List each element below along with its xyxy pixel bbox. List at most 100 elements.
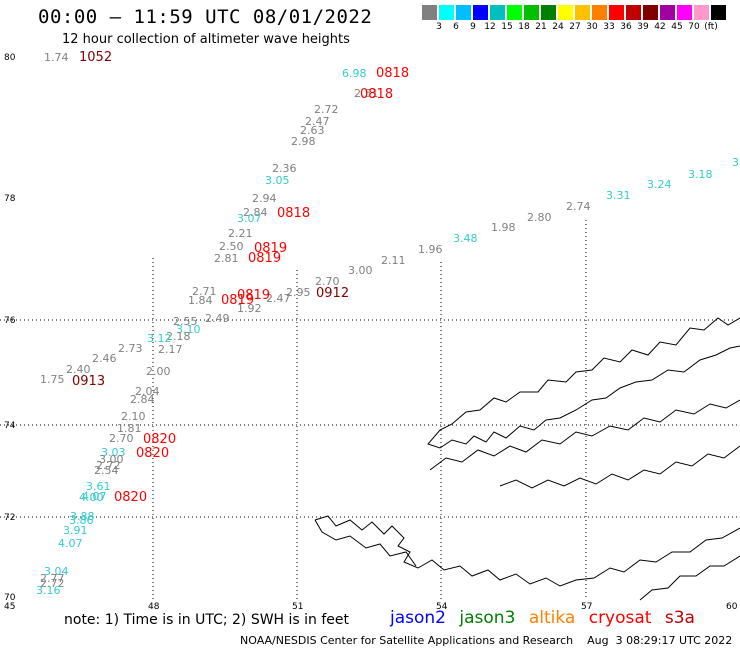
scale-label: 18 xyxy=(518,22,530,32)
map-title: 00:00 – 11:59 UTC 08/01/2022 xyxy=(38,6,373,28)
swh-value: 3 xyxy=(732,156,739,169)
swh-value: 2.73 xyxy=(118,342,143,355)
graticule xyxy=(0,220,740,600)
scale-label: 33 xyxy=(603,22,615,32)
pass-time: 0820 xyxy=(136,446,169,461)
legend-s3a: s3a xyxy=(664,608,695,628)
swh-value: 2.47 xyxy=(305,115,330,128)
swh-value: 2.70 xyxy=(109,432,134,445)
swh-value: 3.48 xyxy=(453,232,478,245)
scale-label: 24 xyxy=(552,22,564,32)
scale-label: 12 xyxy=(484,22,496,32)
scale-label: 9 xyxy=(470,22,476,32)
scale-label: 3 xyxy=(436,22,442,32)
swh-value: 2.18 xyxy=(166,330,191,343)
coastline-inlet xyxy=(499,445,740,489)
lon-label: 51 xyxy=(292,602,303,612)
legend-altika: altika xyxy=(528,608,576,628)
swh-value: 3.24 xyxy=(647,178,672,191)
coastline-island-north xyxy=(429,399,740,471)
swh-value: 3.10 xyxy=(176,323,201,336)
legend-cryosat: cryosat xyxy=(588,608,652,628)
scale-swatch xyxy=(541,5,557,20)
swh-value: 3.07 xyxy=(237,212,262,225)
scale-swatch xyxy=(626,5,642,20)
swh-value: 3.16 xyxy=(36,584,61,597)
swh-value: 3.88 xyxy=(70,510,95,523)
swh-value: 2.71 xyxy=(192,285,217,298)
swh-value: 3.31 xyxy=(606,189,631,202)
swh-value: 3.91 xyxy=(63,524,88,537)
lat-label: 80 xyxy=(4,53,16,63)
latitude-labels: 80 78 76 74 72 70 xyxy=(4,53,16,603)
swh-value: 2.50 xyxy=(219,240,244,253)
swh-value: 4.07 xyxy=(58,537,83,550)
lon-label: 48 xyxy=(148,602,160,612)
pass-time: 0818 xyxy=(360,87,393,102)
scale-label: 27 xyxy=(569,22,581,32)
lat-label: 72 xyxy=(4,513,15,523)
swh-value: 2.51 xyxy=(354,87,379,100)
legend-jason2: jason2 xyxy=(390,608,446,628)
swh-value: 2.55 xyxy=(173,315,198,328)
lat-label: 76 xyxy=(4,316,16,326)
scale-label: 36 xyxy=(620,22,632,32)
swh-value: 2.54 xyxy=(94,464,119,477)
lon-label: 60 xyxy=(726,602,738,612)
longitude-labels: 45 48 51 54 57 60 xyxy=(4,602,738,612)
swh-value: 3.03 xyxy=(101,446,126,459)
swh-value: 2.95 xyxy=(286,286,311,299)
map-subtitle: 12 hour collection of altimeter wave hei… xyxy=(62,32,350,47)
scale-label: 6 xyxy=(453,22,459,32)
swh-value: 2.17 xyxy=(158,343,183,356)
pass-time: 1052 xyxy=(79,50,112,65)
pass-time: 0818 xyxy=(277,206,310,221)
swh-value: 3.61 xyxy=(86,480,111,493)
swh-value: 3.00 xyxy=(99,453,124,466)
swh-value: 2.40 xyxy=(66,363,91,376)
pass-time: 0819 xyxy=(237,288,270,303)
swh-value: 1.75 xyxy=(40,373,65,386)
swh-value: 2.94 xyxy=(252,192,277,205)
scale-swatch xyxy=(439,5,455,20)
swh-value: 2.80 xyxy=(527,211,552,224)
scale-swatch xyxy=(711,5,727,20)
swh-value: 3.86 xyxy=(69,514,94,527)
swh-value: 2.84 xyxy=(243,206,268,219)
satellite-legend: jason2 jason3 altika cryosat s3a xyxy=(390,608,703,628)
lon-label: 45 xyxy=(4,602,15,612)
swh-value: 2.77 xyxy=(40,572,65,585)
pass-time: 0818 xyxy=(376,66,409,81)
swh-value: 3.00 xyxy=(348,264,373,277)
scale-swatch xyxy=(456,5,472,20)
lat-label: 70 xyxy=(4,593,16,603)
swh-value: 2.11 xyxy=(381,254,406,267)
scale-swatch xyxy=(422,5,438,20)
swh-value: 1.92 xyxy=(237,302,262,315)
pass-time: 0819 xyxy=(254,241,287,256)
coastline-peninsula xyxy=(314,515,740,587)
swh-value: 1.98 xyxy=(491,221,516,234)
swh-value: 2.04 xyxy=(135,385,160,398)
coastline-south xyxy=(314,519,417,567)
swh-value: 2.72 xyxy=(40,577,65,590)
coastline xyxy=(314,317,740,601)
swh-value: 4.00 xyxy=(79,491,104,504)
swh-value: 1.84 xyxy=(188,294,213,307)
scale-label: 30 xyxy=(586,22,598,32)
swh-value: 2.21 xyxy=(228,227,253,240)
swh-value: 2.63 xyxy=(300,124,325,137)
pass-time: 0820 xyxy=(143,432,176,447)
footer-credit: NOAA/NESDIS Center for Satellite Applica… xyxy=(240,634,733,647)
swh-value: 2.10 xyxy=(121,410,146,423)
lon-label: 57 xyxy=(581,602,592,612)
scale-swatch xyxy=(592,5,608,20)
swh-value: 1.96 xyxy=(418,243,443,256)
scale-swatch xyxy=(507,5,523,20)
scale-swatch xyxy=(558,5,574,20)
scale-label: 45 xyxy=(671,22,683,32)
swh-value: 2.47 xyxy=(266,292,291,305)
legend-jason3: jason3 xyxy=(459,608,516,628)
swh-value: 2.81 xyxy=(214,252,239,265)
swh-value: 1.74 xyxy=(44,51,69,64)
